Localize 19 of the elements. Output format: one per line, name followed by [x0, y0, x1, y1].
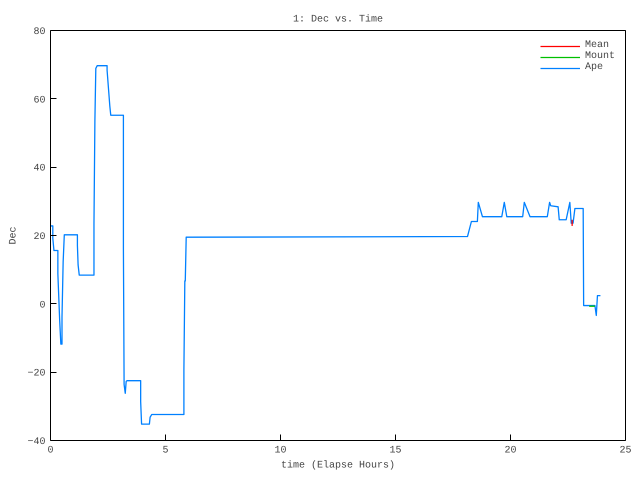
- y-tick-label: 60: [34, 95, 46, 106]
- x-tick-label: 15: [390, 446, 402, 456]
- y-tick-label: 0: [40, 300, 46, 312]
- x-axis-title: time (Elapse Hours): [280, 460, 396, 472]
- y-axis-title: Dec: [8, 226, 20, 244]
- x-tick-label: 0: [48, 446, 54, 456]
- x-tick-label: 10: [274, 446, 287, 456]
- y-tick-label: −40: [27, 437, 46, 448]
- y-tick-label: 20: [34, 232, 46, 243]
- chart-title: 1: Dec vs. Time: [292, 14, 384, 26]
- y-tick-label: −20: [27, 368, 46, 380]
- legend-label: Mean: [584, 40, 609, 51]
- x-tick-label: 5: [162, 446, 169, 456]
- y-tick-label: 40: [34, 164, 46, 175]
- x-tick-label: 20: [504, 446, 517, 456]
- legend-label: Ape: [584, 62, 604, 73]
- legend-label: Mount: [584, 51, 615, 62]
- x-tick-label: 25: [620, 446, 632, 456]
- y-tick-label: 80: [34, 27, 46, 38]
